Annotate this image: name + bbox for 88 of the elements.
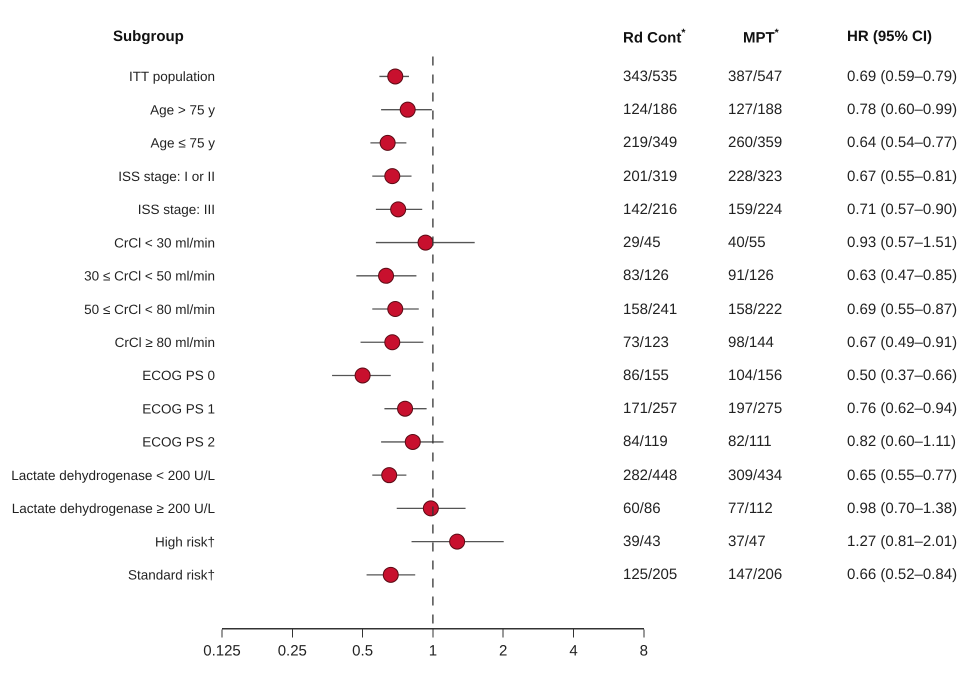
annotation: 142/216 — [623, 201, 678, 218]
text: 228/323 — [728, 168, 782, 185]
text: 98/144 — [728, 334, 774, 351]
text: 147/206 — [728, 566, 782, 583]
y-tick-label: ITT population — [128, 69, 215, 84]
y-tick-label: ECOG PS 0 — [142, 368, 215, 384]
annotation: 171/257 — [623, 400, 678, 417]
point — [390, 201, 406, 218]
text: 309/434 — [728, 467, 782, 484]
data-label: 0.93 (0.57–1.51) — [847, 234, 958, 251]
data-label: 0.50 (0.37–0.66) — [847, 367, 958, 384]
x-tick-label: 0.5 — [352, 642, 374, 660]
x-tick-label: 0.125 — [203, 642, 241, 660]
y-tick-label: Lactate dehydrogenase < 200 U/L — [11, 468, 216, 483]
point — [418, 234, 434, 251]
annotation: 60/86 — [623, 500, 661, 517]
point — [387, 301, 404, 318]
annotation: 201/319 — [623, 168, 678, 185]
data-label: 0.71 (0.57–0.90) — [847, 201, 958, 218]
point — [400, 102, 416, 118]
y-tick-label: ECOG PS 1 — [142, 401, 215, 416]
y-tick-label: Standard risk† — [128, 568, 215, 583]
data-label: 0.82 (0.60–1.11) — [847, 433, 956, 450]
x-tick-label: 8 — [640, 642, 648, 660]
text: MPT$^{*}$ — [743, 27, 780, 46]
y-tick-label: CrCl ≥ 80 ml/min — [114, 334, 215, 350]
y-tick-label: 30 ≤ CrCl < 50 ml/min — [84, 268, 215, 284]
annotation: 86/155 — [623, 367, 669, 384]
text: 37/47 — [728, 533, 766, 550]
text: 158/222 — [728, 301, 782, 318]
point — [404, 434, 421, 450]
annotation: 83/126 — [623, 267, 669, 284]
text: Rd Cont$^{*}$ — [623, 27, 686, 46]
text: 159/224 — [728, 201, 782, 218]
y-tick-label: ISS stage: III — [138, 202, 215, 218]
y-tick-label: 50 ≤ CrCl < 80 ml/min — [84, 302, 215, 317]
data-label: 0.66 (0.52–0.84) — [847, 566, 958, 583]
x-tick-label: 0.25 — [278, 642, 307, 660]
y-tick-label: ISS stage: I or II — [118, 168, 215, 184]
data-label: 0.64 (0.54–0.77) — [847, 134, 958, 151]
y-tick-label: ECOG PS 2 — [142, 434, 215, 450]
annotation: 158/241 — [623, 301, 678, 318]
point — [397, 400, 414, 417]
data-label: 0.67 (0.49–0.91) — [847, 334, 958, 351]
point — [382, 566, 399, 583]
y-tick-label: High risk† — [154, 534, 215, 550]
text: 197/275 — [728, 400, 782, 417]
annotation: 29/45 — [623, 234, 661, 251]
data-label: 0.69 (0.55–0.87) — [847, 301, 958, 318]
annotation: 39/43 — [623, 533, 661, 550]
y-axis-title: Subgroup — [113, 28, 184, 45]
data-label: 0.98 (0.70–1.38) — [847, 500, 958, 517]
data-label: 0.65 (0.55–0.77) — [847, 467, 958, 484]
text: 387/547 — [728, 68, 782, 85]
annotation: 125/205 — [623, 566, 678, 583]
text: HR (95% CI) — [847, 28, 932, 45]
text: 104/156 — [728, 367, 782, 384]
annotation: 84/119 — [623, 433, 668, 450]
point — [380, 134, 396, 151]
y-tick-label: Age ≤ 75 y — [150, 136, 216, 151]
annotation: 343/535 — [623, 68, 678, 85]
data-label: 0.63 (0.47–0.85) — [847, 267, 958, 284]
text: 40/55 — [728, 234, 766, 251]
data-label: 0.78 (0.60–0.99) — [847, 101, 958, 118]
text: 77/112 — [728, 500, 773, 517]
data-label: 0.67 (0.55–0.81) — [847, 168, 958, 185]
point — [381, 467, 398, 484]
point — [387, 68, 404, 84]
y-tick-label: Age > 75 y — [150, 102, 216, 118]
text: 127/188 — [728, 101, 782, 118]
point — [384, 168, 400, 184]
annotation: 124/186 — [623, 101, 678, 118]
point — [384, 334, 400, 350]
text: 260/359 — [728, 134, 782, 151]
data-label: 0.76 (0.62–0.94) — [847, 400, 958, 417]
point — [378, 268, 394, 284]
text: 82/111 — [728, 433, 772, 450]
annotation: 73/123 — [623, 334, 669, 351]
y-tick-label: CrCl < 30 ml/min — [114, 235, 215, 250]
x-tick-label: 2 — [499, 642, 508, 660]
data-label: 1.27 (0.81–2.01) — [847, 533, 958, 550]
annotation: 282/448 — [623, 467, 678, 484]
x-tick-label: 4 — [569, 642, 578, 660]
y-tick-label: Lactate dehydrogenase ≥ 200 U/L — [12, 501, 216, 516]
x-tick-label: 1 — [428, 642, 438, 660]
text: 91/126 — [728, 267, 774, 284]
annotation: 219/349 — [623, 134, 678, 151]
data-label: 0.69 (0.59–0.79) — [847, 68, 958, 85]
